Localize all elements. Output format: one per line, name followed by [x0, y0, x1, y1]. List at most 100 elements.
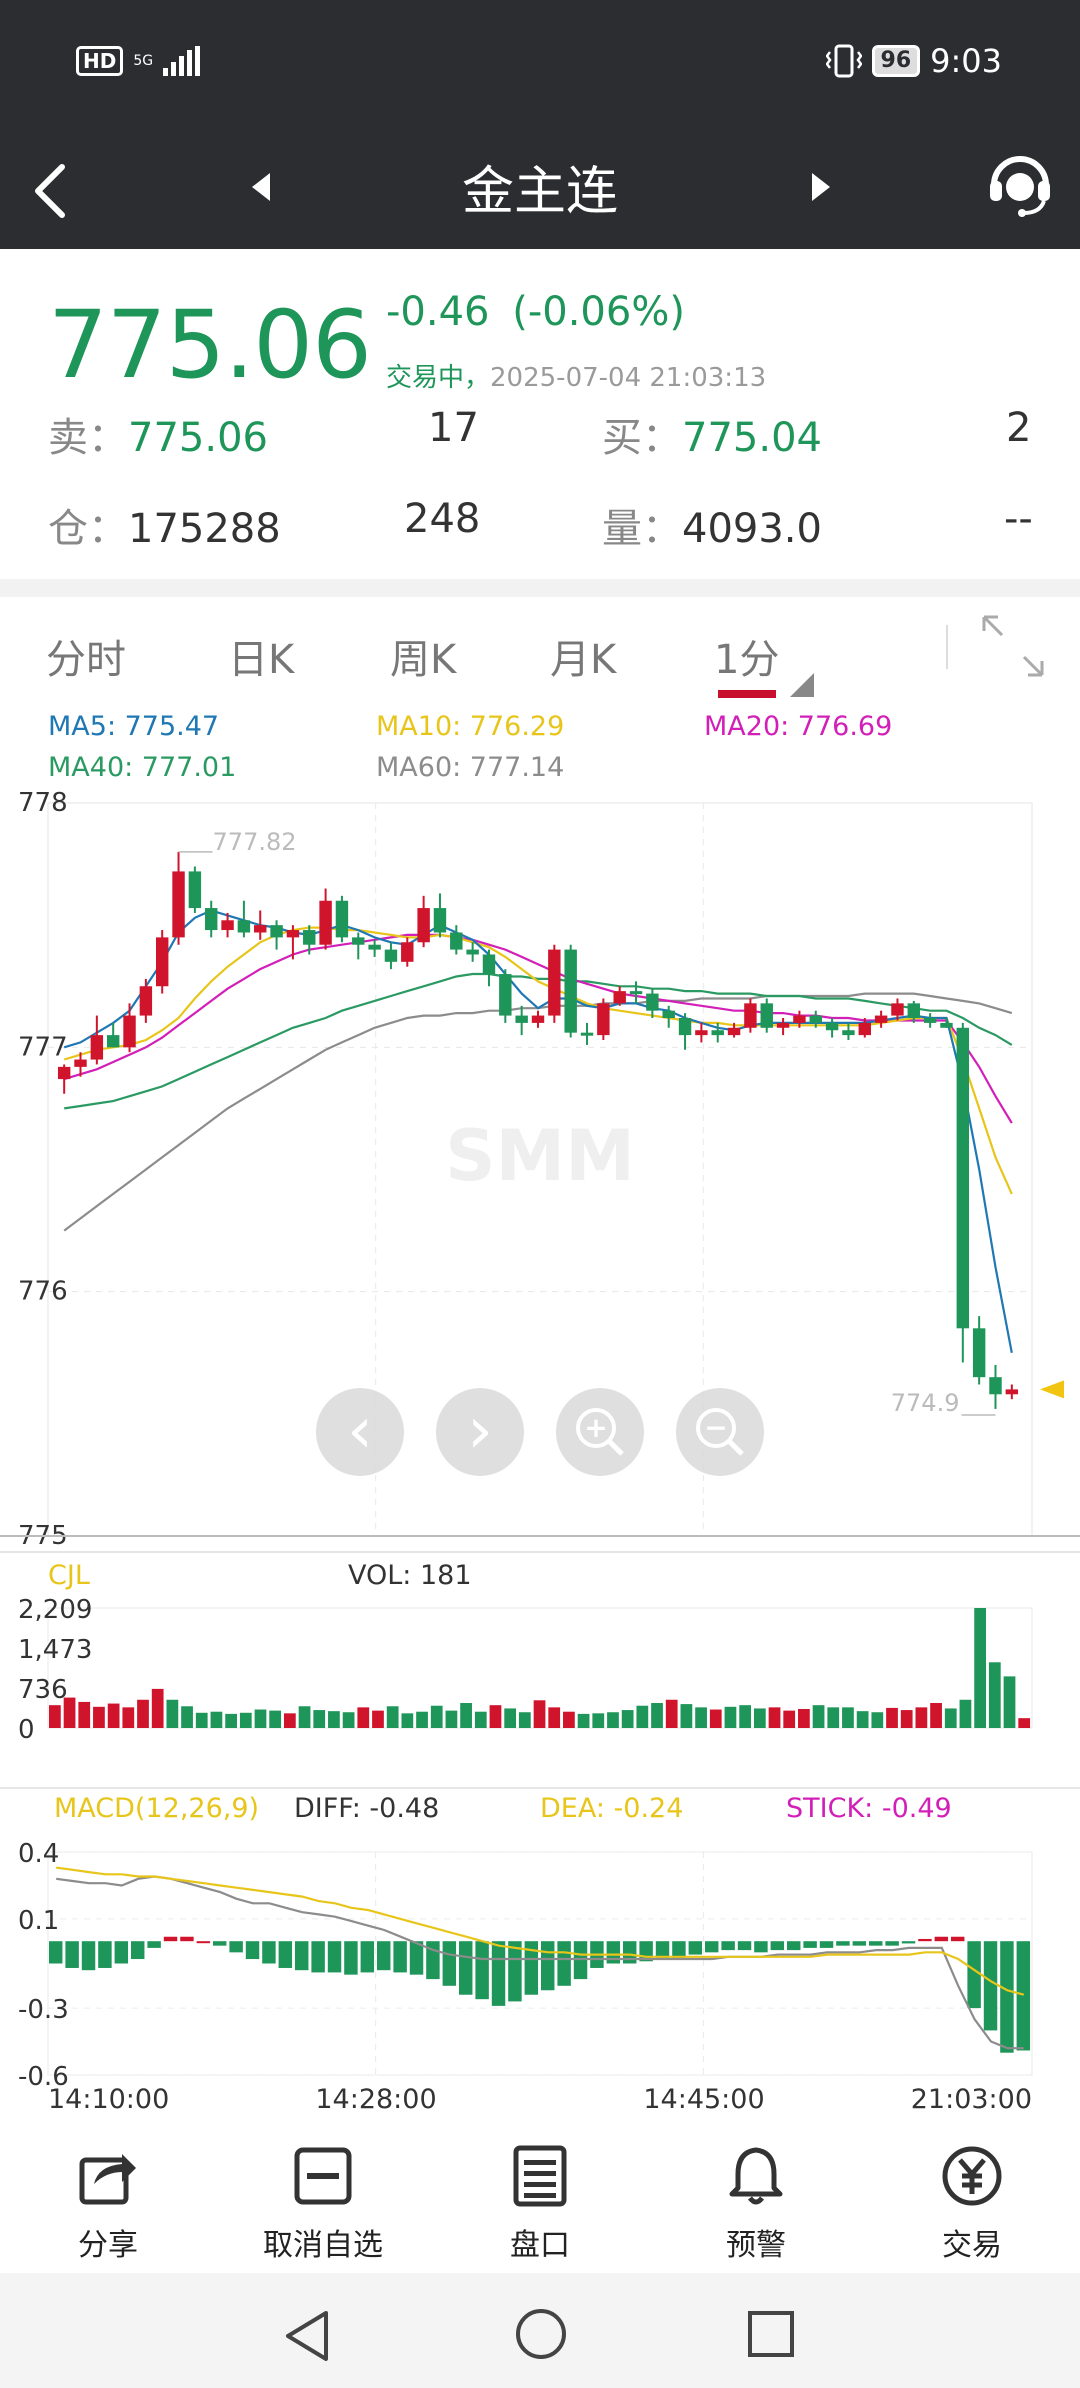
macd-stick-bar: [491, 1941, 506, 2006]
system-back-icon[interactable]: [282, 2309, 332, 2363]
macd-stick-bar: [475, 1941, 489, 2000]
volume-bar: [107, 1703, 120, 1728]
macd-stick-bar: [344, 1941, 358, 1975]
candle-body: [956, 1027, 970, 1329]
trade-button[interactable]: 交易: [892, 2144, 1052, 2264]
volume-bar: [842, 1707, 854, 1728]
volume-bar: [959, 1699, 972, 1728]
page-title: 金主连: [461, 162, 618, 222]
macd-diff-line: [56, 1875, 1024, 2050]
alert-button[interactable]: 预警: [676, 2144, 836, 2264]
tab-monthly-k[interactable]: 月K: [550, 637, 617, 683]
next-contract-icon[interactable]: [808, 171, 832, 203]
time-axis-tick: 14:10:00: [48, 2084, 169, 2115]
candle-body: [597, 1003, 610, 1036]
buy-qty: 2: [1006, 405, 1032, 451]
macd-y-tick: -0.3: [18, 1995, 69, 2025]
macd-stick-bar: [852, 1941, 867, 1946]
volume-bar: [1018, 1718, 1031, 1728]
macd-stick-bar: [278, 1941, 293, 1968]
macd-y-tick: -0.6: [18, 2062, 69, 2092]
zoom-out-button[interactable]: −: [676, 1388, 764, 1476]
macd-stick-bar: [819, 1941, 834, 1948]
macd-stick-bar: [770, 1941, 785, 1951]
chart-prev-button[interactable]: ‹: [316, 1388, 404, 1476]
volume-bar: [621, 1710, 634, 1728]
sell-qty: 17: [428, 405, 479, 451]
time-axis-tick: 21:03:00: [911, 2084, 1032, 2115]
signal-icon: [163, 46, 201, 76]
system-recents-icon[interactable]: [746, 2309, 796, 2359]
volume-bar: [269, 1710, 282, 1728]
remove-watchlist-button[interactable]: 取消自选: [243, 2144, 403, 2264]
volume-bar: [886, 1707, 898, 1728]
macd-stick-bar: [803, 1941, 817, 1948]
tab-weekly-k[interactable]: 周K: [390, 637, 457, 683]
customer-service-icon[interactable]: [988, 145, 1052, 225]
tab-daily-k[interactable]: 日K: [228, 637, 295, 683]
prev-contract-icon[interactable]: [250, 171, 274, 203]
candle-body: [1005, 1389, 1019, 1395]
macd-stick-bar: [541, 1941, 555, 1991]
trade-status: 交易中，2025-07-04 21:03:13: [386, 357, 766, 394]
volume-bar: [915, 1707, 928, 1728]
candle-body: [793, 1015, 806, 1023]
ma20-label: MA20: 776.69: [704, 711, 893, 742]
change-value: -0.46: [386, 289, 490, 335]
sell-row: 卖：775.06: [48, 405, 268, 463]
dropdown-corner-icon[interactable]: [790, 673, 814, 697]
low-label: 774.9: [891, 1389, 960, 1417]
oi-change: 248: [404, 496, 481, 542]
volume-bar: [460, 1703, 472, 1728]
candle-body: [776, 1022, 790, 1028]
zoom-in-button[interactable]: +: [556, 1388, 644, 1476]
volume-title: CJL: [48, 1560, 90, 1591]
order-book-button[interactable]: 盘口: [460, 2144, 620, 2264]
macd-stick-bar: [721, 1941, 735, 1951]
volume-bar: [298, 1706, 311, 1728]
oi-label: 仓：: [48, 506, 128, 552]
system-home-icon[interactable]: [514, 2307, 568, 2361]
candle-body: [57, 1066, 71, 1080]
back-arrow-icon[interactable]: [30, 163, 70, 219]
macd-stick-bar: [311, 1941, 325, 1973]
volume-bar: [489, 1705, 502, 1728]
vibrate-icon: [825, 44, 862, 78]
candle-body: [548, 949, 561, 1016]
candle-body: [172, 871, 185, 938]
clock: 9:03: [930, 42, 1002, 80]
candle-body: [727, 1027, 741, 1036]
candle-body: [531, 1015, 545, 1023]
macd-stick-bar: [377, 1941, 391, 1971]
macd-stick-bar: [836, 1941, 850, 1946]
fullscreen-icon[interactable]: [980, 613, 1046, 679]
volume-bar: [239, 1712, 252, 1728]
share-icon: [79, 2154, 136, 2205]
vol-extra: --: [1004, 496, 1033, 542]
candle-body: [401, 942, 414, 962]
ma5-line: [63, 909, 1013, 1354]
chart-next-button[interactable]: ›: [436, 1388, 524, 1476]
volume-bar: [283, 1713, 296, 1728]
candle-body: [842, 1030, 855, 1036]
volume-bar: [357, 1707, 370, 1728]
volume-bar: [753, 1708, 766, 1728]
macd-stick-bar: [459, 1941, 473, 1995]
candle-body: [923, 1018, 937, 1023]
candle-body: [417, 908, 430, 943]
tab-1min[interactable]: 1分: [714, 637, 780, 683]
candle-body: [90, 1035, 104, 1060]
macd-stick-bar: [327, 1941, 342, 1973]
macd-stick-bar: [606, 1941, 621, 1964]
share-button[interactable]: 分享: [28, 2144, 188, 2264]
volume-bar: [1003, 1676, 1016, 1728]
magnifier-icon: [576, 1408, 616, 1448]
volume-bar: [416, 1711, 428, 1728]
macd-dea-label: DEA: -0.24: [540, 1793, 683, 1824]
macd-stick-bar: [131, 1941, 145, 1960]
volume-bar: [592, 1713, 605, 1728]
hd-badge: HD: [76, 46, 124, 76]
volume-bar: [225, 1713, 237, 1728]
tab-intraday[interactable]: 分时: [46, 637, 126, 683]
